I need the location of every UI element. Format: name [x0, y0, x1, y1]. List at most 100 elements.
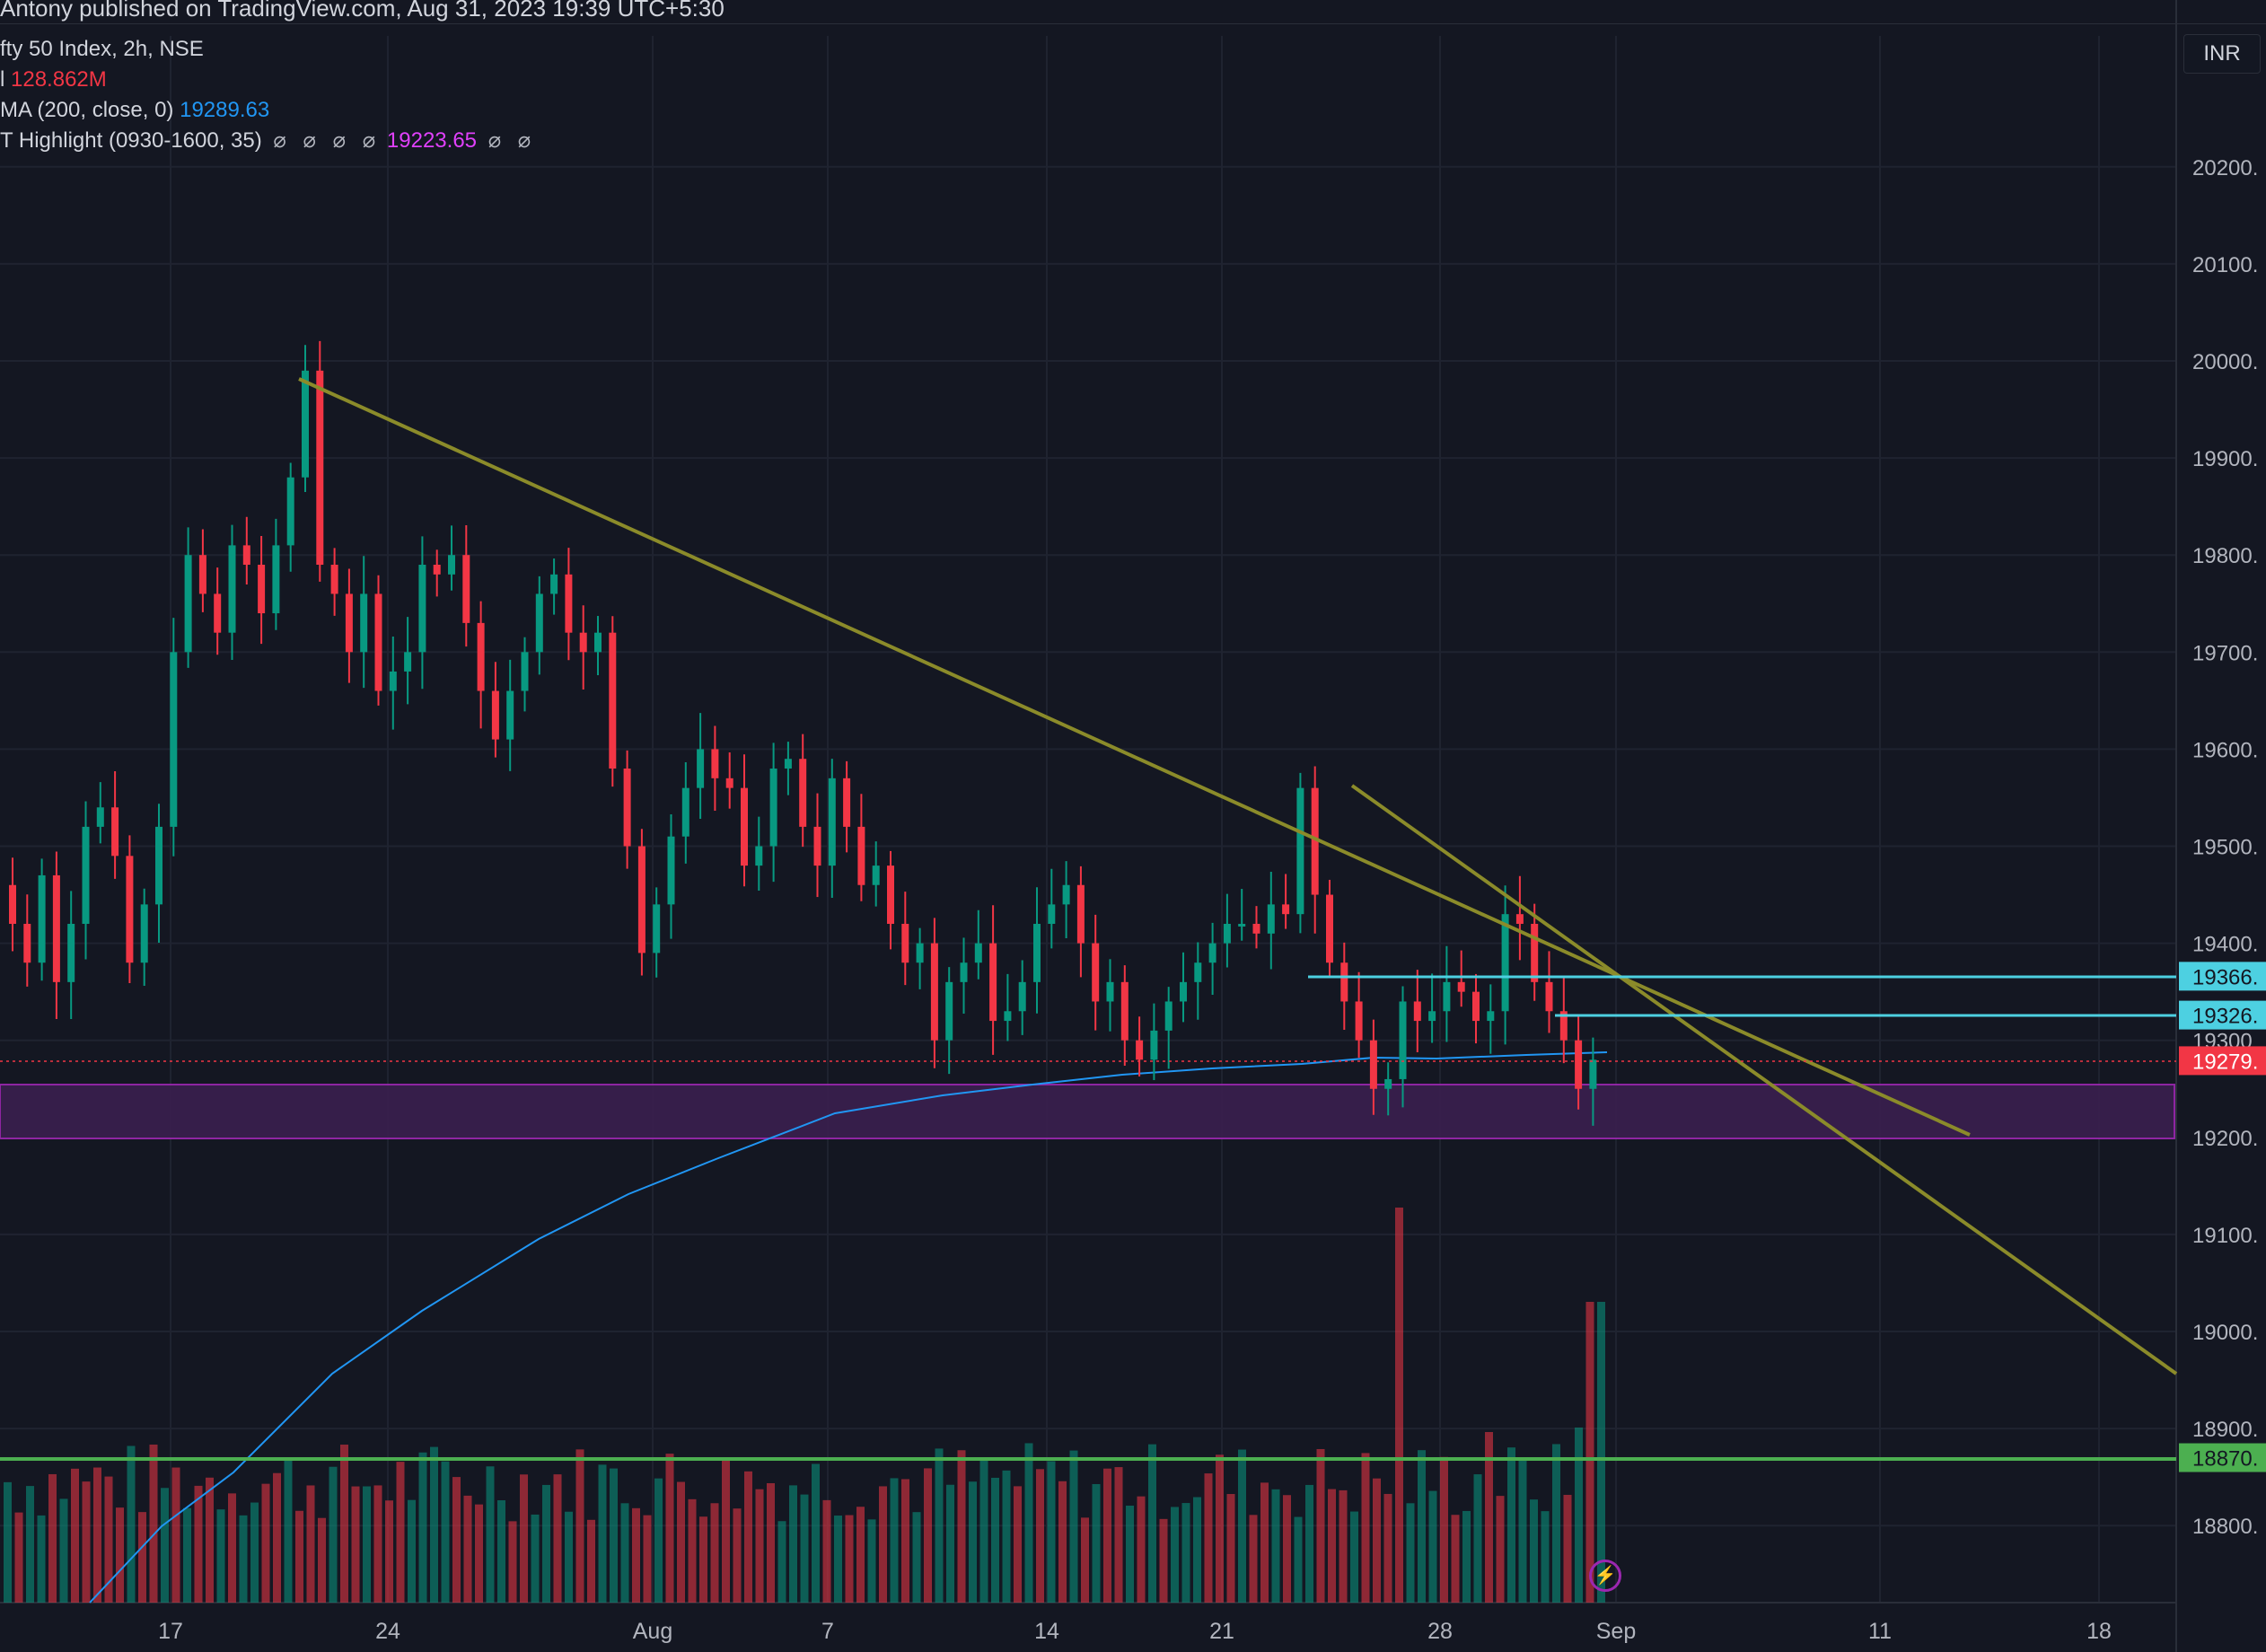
volume-bar: [475, 1504, 483, 1603]
candle-body: [9, 884, 16, 924]
volume-bar: [1171, 1507, 1179, 1603]
volume-bar: [48, 1473, 57, 1603]
volume-bar: [295, 1510, 303, 1603]
volume-bar: [104, 1476, 113, 1603]
volume-bar: [1216, 1454, 1224, 1603]
price-axis[interactable]: 20200. 20100. 20000. 19900. 19800. 19700. 1960…: [2179, 156, 2266, 1539]
volume-bar: [138, 1512, 146, 1603]
volume-bar: [385, 1500, 393, 1603]
candle-body: [1194, 962, 1202, 982]
candle-body: [360, 593, 368, 653]
volume-bar: [82, 1481, 91, 1603]
candle-body: [550, 574, 558, 594]
price-tick-label: 19700.: [2192, 641, 2258, 665]
candle-body: [214, 593, 222, 633]
volume-bar: [699, 1516, 707, 1603]
candle-body: [1018, 981, 1026, 1012]
legend-volume-row[interactable]: l 128.862M: [0, 65, 536, 95]
candle-body: [1120, 981, 1129, 1041]
candle-body: [1223, 923, 1231, 944]
volume-bar: [161, 1488, 169, 1603]
volume-bar: [688, 1498, 697, 1603]
time-tick-label: 21: [1209, 1619, 1234, 1644]
candle-body: [1164, 1001, 1173, 1031]
volume-bar: [149, 1444, 158, 1603]
candle-body: [345, 593, 353, 653]
volume-bar: [991, 1477, 999, 1603]
candle-body: [1501, 914, 1509, 1012]
lightning-icon[interactable]: ⚡: [1589, 1560, 1621, 1592]
candle-body: [1208, 943, 1216, 963]
volume-bar: [620, 1503, 629, 1603]
volume-bar: [430, 1446, 438, 1603]
volume-bar: [755, 1489, 764, 1603]
ma-label: MA (200, close, 0): [0, 98, 174, 122]
price-tick-label: 19900.: [2192, 447, 2258, 471]
volume-bar: [1383, 1493, 1392, 1603]
volume-bar: [643, 1515, 652, 1603]
candle-body: [330, 565, 338, 594]
time-axis[interactable]: 17 24 Aug 7 14 21 28 Sep 11 18: [158, 1619, 2112, 1644]
volume-bar: [93, 1467, 101, 1603]
legend-highlight-row[interactable]: T Highlight (0930-1600, 35) ⌀ ⌀ ⌀ ⌀ 1922…: [0, 126, 536, 156]
candle-body: [170, 652, 178, 827]
volume-bar: [14, 1512, 23, 1603]
candle-body: [1326, 894, 1333, 963]
candle-body: [1443, 981, 1451, 1012]
candle-body: [1531, 923, 1539, 982]
volume-bar: [4, 1481, 12, 1603]
volume-bar: [1181, 1503, 1190, 1603]
volume-bar: [924, 1468, 932, 1603]
volume-bar: [834, 1516, 842, 1603]
volume-bar: [710, 1503, 719, 1603]
candle-body: [82, 826, 90, 924]
volume-bar: [1462, 1510, 1471, 1603]
volume-bars: [4, 1208, 1605, 1603]
candle-body: [1238, 923, 1246, 927]
candle-body: [302, 370, 309, 478]
highlight-label: T Highlight (0930-1600, 35): [0, 128, 262, 153]
currency-button[interactable]: INR: [2183, 34, 2261, 74]
volume-bar: [1249, 1515, 1258, 1603]
candle-body: [155, 826, 162, 905]
volume-bar: [418, 1452, 427, 1603]
legend-symbol-row[interactable]: fty 50 Index, 2h, NSE: [0, 34, 536, 65]
volume-bar: [318, 1517, 326, 1603]
volume-bar: [26, 1486, 34, 1603]
volume-bar: [1103, 1468, 1111, 1603]
candle-body: [1048, 904, 1056, 924]
volume-bar: [1597, 1302, 1605, 1603]
time-tick-label: Aug: [633, 1619, 672, 1644]
candle-body: [477, 622, 485, 691]
price-tick-label: 18900.: [2192, 1418, 2258, 1442]
candle-body: [23, 923, 31, 963]
candle-body: [1267, 904, 1275, 934]
volume-bar: [183, 1507, 191, 1603]
ma-value: 19289.63: [180, 98, 270, 122]
legend-ma-row[interactable]: MA (200, close, 0) 19289.63: [0, 95, 536, 126]
volume-bar: [1204, 1473, 1213, 1603]
candle-body: [930, 943, 938, 1041]
candle-body: [1355, 1001, 1363, 1041]
volume-bar: [744, 1471, 752, 1603]
candle-body: [258, 565, 266, 614]
volume-bar: [59, 1498, 68, 1603]
candle-body: [198, 555, 206, 594]
moving-average-line: [89, 1051, 1608, 1604]
price-tick-label: 20200.: [2192, 156, 2258, 180]
volume-bar: [1294, 1516, 1303, 1603]
volume-bar: [1428, 1490, 1437, 1603]
candle-body: [389, 671, 397, 691]
price-label-text: 19279.: [2192, 1050, 2258, 1074]
volume-bar: [486, 1466, 495, 1603]
volume-bar: [1159, 1518, 1168, 1603]
candle-body: [491, 690, 499, 740]
candle-body: [1413, 1001, 1421, 1022]
price-label-text: 19326.: [2192, 1005, 2258, 1029]
volume-bar: [1058, 1481, 1067, 1603]
candle-body: [1369, 1040, 1377, 1089]
candle-body: [1340, 962, 1348, 1002]
price-tick-label: 19500.: [2192, 836, 2258, 860]
candlesticks: [9, 340, 1597, 1126]
